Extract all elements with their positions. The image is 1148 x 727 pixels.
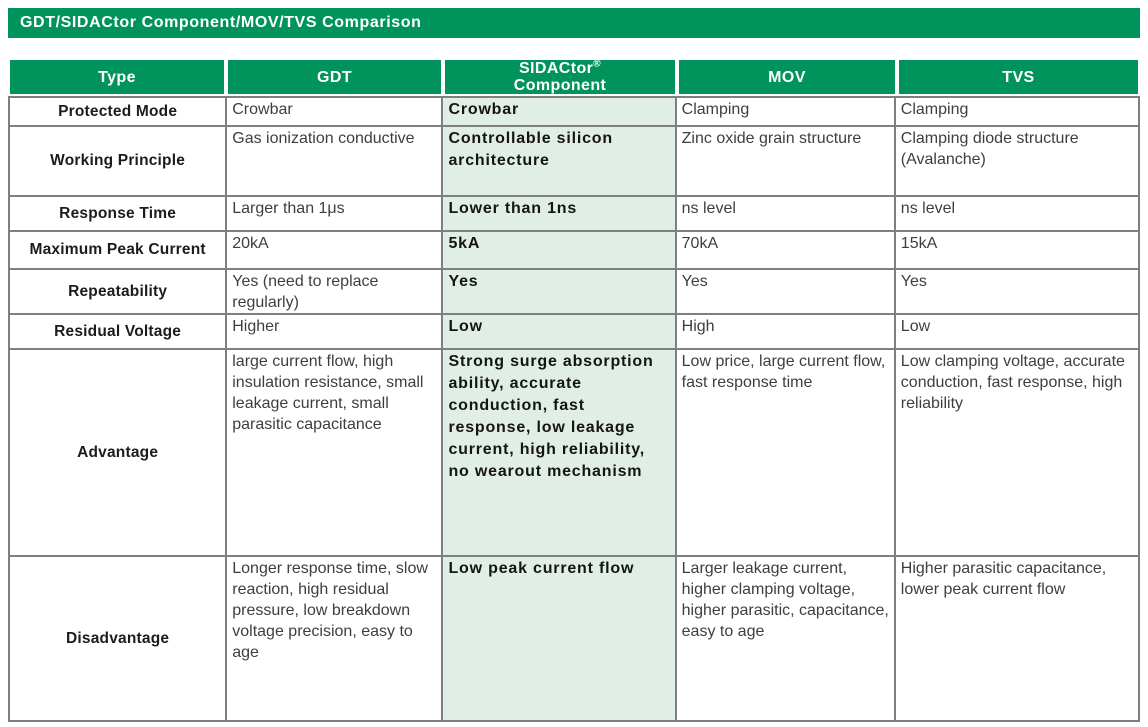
cell-repeatability-sidactor: Yes xyxy=(443,270,677,315)
column-header-tvs: TVS xyxy=(896,58,1140,96)
cell-response-time-gdt: Larger than 1μs xyxy=(227,197,444,232)
cell-response-time-tvs: ns level xyxy=(895,197,1138,232)
page-title: GDT/SIDACtor Component/MOV/TVS Compariso… xyxy=(8,8,1140,38)
column-header-sidactor: SIDACtor® Component xyxy=(443,58,677,96)
cell-response-time-sidactor: Lower than 1ns xyxy=(443,197,677,232)
cell-advantage-sidactor: Strong surge absorption ability, accurat… xyxy=(443,350,677,557)
row-label-residual-voltage: Residual Voltage xyxy=(10,315,228,350)
cell-residual-voltage-mov: High xyxy=(676,315,896,350)
cell-repeatability-mov: Yes xyxy=(676,270,896,315)
cell-disadvantage-mov: Larger leakage current, higher clamping … xyxy=(677,557,896,720)
cell-disadvantage-tvs: Higher parasitic capacitance, lower peak… xyxy=(900,560,1107,598)
cell-repeatability-gdt: Yes (need to replace regularly) xyxy=(227,270,444,315)
cell-residual-voltage-tvs: Low xyxy=(895,315,1138,350)
cell-maximum-peak-current-gdt: 20kA xyxy=(227,232,444,270)
column-header-mov: MOV xyxy=(677,58,897,96)
column-header-gdt: GDT xyxy=(226,58,444,96)
registered-trademark-symbol: ® xyxy=(593,58,602,70)
cell-working-principle-gdt: Gas ionization conductive xyxy=(227,127,444,197)
cell-working-principle-sidactor: Controllable silicon architecture xyxy=(443,127,677,197)
cell-maximum-peak-current-sidactor: 5kA xyxy=(443,232,677,270)
row-label-repeatability: Repeatability xyxy=(10,270,228,315)
row-label-advantage: Advantage xyxy=(10,350,228,557)
table-header-row: Type GDT SIDACtor® Component MOV TVS xyxy=(8,58,1140,96)
column-header-type: Type xyxy=(8,58,227,96)
cell-residual-voltage-gdt: Higher xyxy=(227,315,444,350)
cell-residual-voltage-sidactor: Low xyxy=(443,315,677,350)
cell-protected-mode-mov: Clamping xyxy=(676,98,896,127)
cell-disadvantage-gdt: Longer response time, slow reaction, hig… xyxy=(227,557,444,720)
row-label-disadvantage: Disadvantage xyxy=(10,557,228,720)
row-label-working-principle: Working Principle xyxy=(10,127,228,197)
cell-protected-mode-tvs: Clamping xyxy=(895,98,1138,127)
cell-disadvantage-sidactor: Low peak current flow xyxy=(443,557,677,720)
cell-maximum-peak-current-tvs: 15kA xyxy=(895,232,1138,270)
cell-repeatability-tvs: Yes xyxy=(895,270,1138,315)
cell-protected-mode-gdt: Crowbar xyxy=(227,98,444,127)
cell-advantage-mov: Low price, large current flow, fast resp… xyxy=(676,350,896,557)
cell-working-principle-tvs: Clamping diode structure (Avalanche) xyxy=(895,127,1138,197)
row-label-response-time: Response Time xyxy=(10,197,228,232)
column-header-sidactor-text: SIDACtor® Component xyxy=(513,58,607,94)
cell-response-time-mov: ns level xyxy=(676,197,896,232)
row-label-protected-mode: Protected Mode xyxy=(10,98,228,127)
cell-maximum-peak-current-mov: 70kA xyxy=(676,232,896,270)
cell-advantage-gdt: large current flow, high insulation resi… xyxy=(227,350,444,557)
cell-advantage-tvs: Low clamping voltage, accurate conductio… xyxy=(895,350,1138,557)
row-label-maximum-peak-current: Maximum Peak Current xyxy=(10,232,228,270)
cell-protected-mode-sidactor: Crowbar xyxy=(443,98,677,127)
cell-working-principle-mov: Zinc oxide grain structure xyxy=(676,127,896,197)
comparison-table: Protected Mode Crowbar Crowbar Clamping … xyxy=(8,96,1140,722)
